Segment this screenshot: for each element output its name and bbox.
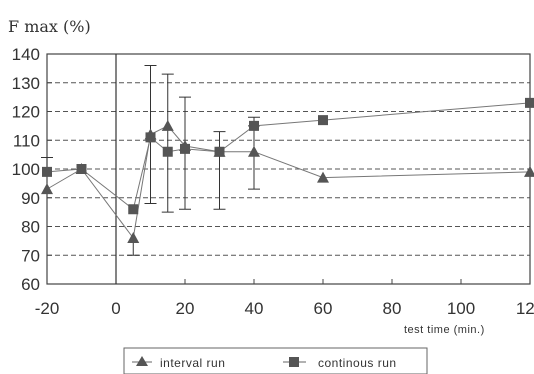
data-point [128, 204, 139, 215]
y-tick-labels: 60 70 80 90 100 110 120 130 140 [12, 45, 40, 294]
y-tick-label: 110 [13, 131, 40, 150]
y-tick-label: 70 [21, 246, 40, 265]
data-point [162, 146, 173, 157]
x-tick-labels: -20 0 20 40 60 80 100 120 [35, 299, 534, 318]
data-point [180, 143, 190, 154]
x-tick-label: 120 [516, 299, 534, 318]
series-layer [41, 65, 534, 256]
y-tick-label: 90 [21, 189, 40, 208]
y-tick-label: 130 [12, 74, 40, 93]
x-tick-label: 80 [383, 299, 402, 318]
y-tick-label: 140 [12, 45, 40, 64]
data-point [145, 132, 156, 143]
legend-item-interval-run: interval run [132, 356, 225, 370]
data-point [524, 165, 534, 177]
x-tick-label: 100 [447, 299, 475, 318]
series-line [46, 125, 531, 240]
data-point [76, 164, 87, 174]
data-point [525, 97, 534, 108]
x-tick-label: 60 [314, 299, 333, 318]
legend: interval run continous run [123, 347, 428, 374]
x-tick-label: 0 [111, 299, 120, 318]
y-tick-label: 120 [12, 103, 40, 122]
y-tick-label: 60 [21, 275, 40, 294]
x-tick-label: 40 [245, 299, 264, 318]
y-tick-label: 100 [12, 160, 40, 179]
y-tick-label: 80 [21, 218, 40, 237]
x-axis-label: test time (min.) [404, 324, 485, 336]
data-point [127, 232, 140, 243]
legend-marker-continous-run [289, 357, 299, 367]
data-point [214, 146, 225, 157]
data-point [248, 145, 260, 157]
series-line [46, 102, 531, 211]
series-continous-run [41, 97, 534, 215]
data-point [42, 166, 52, 177]
x-tick-label: -20 [35, 299, 60, 318]
data-point [249, 120, 259, 131]
legend-label-continous-run: continous run [318, 356, 397, 370]
data-point [318, 115, 328, 126]
x-tick-label: 20 [176, 299, 195, 318]
legend-marker-interval-run [136, 356, 148, 366]
grid [46, 53, 531, 285]
legend-item-continous-run: continous run [283, 356, 397, 370]
legend-label-interval-run: interval run [160, 356, 225, 370]
legend-box [123, 347, 428, 374]
data-point [41, 183, 53, 195]
data-point [161, 119, 174, 131]
y-axis-label: F max (%) [8, 17, 91, 36]
data-point [317, 171, 329, 183]
